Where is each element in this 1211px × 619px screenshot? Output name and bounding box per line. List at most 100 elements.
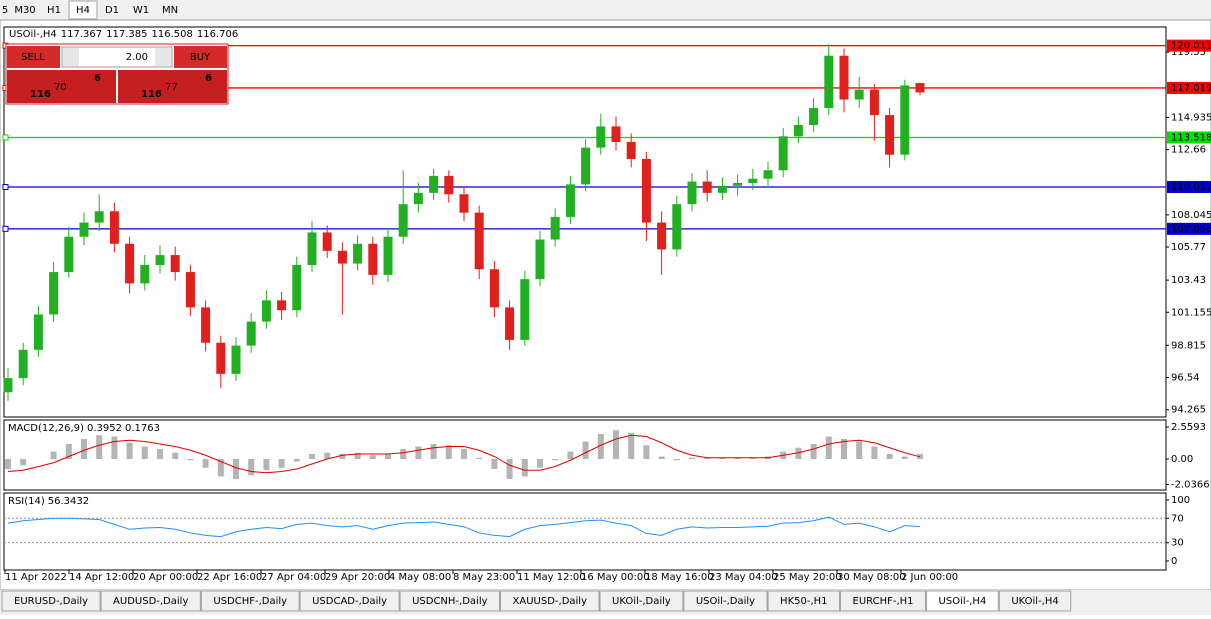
candle-body <box>885 115 895 155</box>
buy-price-box[interactable] <box>118 70 227 103</box>
level-tag <box>1167 180 1211 193</box>
candle-body <box>459 194 469 213</box>
candle-body <box>763 170 773 179</box>
candle-body <box>611 126 621 142</box>
macd-bar <box>233 459 239 479</box>
macd-bar <box>825 436 832 459</box>
candle-body <box>109 211 119 244</box>
tab[interactable] <box>500 590 600 612</box>
macd-bar <box>202 459 209 468</box>
macd-bar <box>491 459 498 469</box>
macd-value: 0.3952 <box>87 423 122 434</box>
timeframe-button[interactable]: M30 <box>14 5 35 16</box>
tab-label[interactable]: USDCAD-,Daily <box>312 596 387 607</box>
tab-label[interactable]: HK50-,H1 <box>780 596 827 607</box>
candle-body <box>489 269 499 308</box>
y-tick-label: 70 <box>1171 513 1184 524</box>
macd-bar <box>5 459 11 469</box>
macd-bar <box>445 445 452 459</box>
sell-label[interactable]: SELL <box>21 52 45 63</box>
tab[interactable] <box>683 590 768 612</box>
macd-bar <box>385 454 391 459</box>
candle-body <box>839 55 849 100</box>
tab[interactable] <box>299 590 400 612</box>
lot-down[interactable] <box>63 48 79 66</box>
tab-label[interactable]: USOil-,H4 <box>939 596 987 607</box>
timeframe-button[interactable]: H1 <box>47 5 61 16</box>
candle-body <box>550 216 560 240</box>
tab-label[interactable]: AUDUSD-,Daily <box>113 596 188 607</box>
tab-label[interactable]: EURUSD-,Daily <box>14 596 88 607</box>
candle-body <box>672 204 682 250</box>
y-tick-label: 0 <box>1171 556 1177 567</box>
rsi-line <box>7 516 921 538</box>
macd-bar <box>643 445 650 459</box>
candle-body <box>748 178 758 183</box>
timeframe-button[interactable]: MN <box>162 5 178 16</box>
x-tick-label: 27 Apr 04:00 <box>261 572 326 583</box>
rsi-name: RSI(14) <box>8 496 45 507</box>
tab-active[interactable] <box>926 590 999 612</box>
tab[interactable] <box>1 590 101 612</box>
buy-label[interactable]: BUY <box>190 52 211 63</box>
macd-bar <box>871 446 878 459</box>
candle-body <box>322 232 332 251</box>
macd-bar <box>339 454 346 459</box>
tab[interactable] <box>599 590 684 612</box>
timeframe-button[interactable]: 5 <box>2 5 8 16</box>
candle-body <box>261 300 271 322</box>
x-tick-label: 25 May 20:00 <box>773 572 842 583</box>
candle-body <box>687 181 697 205</box>
y-tick-label: 103.43 <box>1171 275 1206 286</box>
timeframe-button[interactable]: D1 <box>105 5 119 16</box>
tab[interactable] <box>200 590 300 612</box>
candle-body <box>292 264 302 311</box>
macd-bar <box>248 459 255 476</box>
candle-body <box>900 85 910 155</box>
macd-bar <box>658 456 665 459</box>
macd-bar <box>810 444 817 459</box>
tab[interactable] <box>767 590 841 612</box>
tab-label[interactable]: USOil-,Daily <box>696 596 755 607</box>
candle-body <box>277 300 287 311</box>
macd-signal-value: 0.1763 <box>125 423 160 434</box>
macd-bar <box>96 435 103 459</box>
macd-pane <box>3 419 1167 491</box>
candle-body <box>368 243 378 275</box>
tab-label[interactable]: XAUUSD-,Daily <box>513 596 588 607</box>
sell-button[interactable] <box>7 46 60 68</box>
tab-label[interactable]: UKOil-,H4 <box>1011 596 1058 607</box>
y-tick-label: 96.54 <box>1171 373 1200 384</box>
tab[interactable] <box>998 590 1072 612</box>
macd-bar <box>20 459 27 466</box>
tab-label[interactable]: USDCNH-,Daily <box>412 596 488 607</box>
main-pane <box>3 26 1167 418</box>
macd-bar <box>324 452 331 459</box>
candle-body <box>581 147 591 185</box>
timeframe-button[interactable]: W1 <box>133 5 149 16</box>
timeframe-button[interactable]: H4 <box>76 5 90 16</box>
lot-up[interactable] <box>155 48 171 66</box>
tab-label[interactable]: USDCHF-,Daily <box>213 596 287 607</box>
lot-value[interactable]: 2.00 <box>126 52 148 63</box>
candle-body <box>505 307 515 340</box>
tab-label[interactable]: UKOil-,Daily <box>612 596 671 607</box>
candle-body <box>94 211 104 223</box>
x-tick-label: 22 Apr 16:00 <box>197 572 262 583</box>
tab[interactable] <box>399 590 501 612</box>
sell-price-box[interactable] <box>7 70 116 103</box>
y-tick-label: 0.00 <box>1171 454 1193 465</box>
level-label: 110.017 <box>1171 182 1211 193</box>
tab[interactable] <box>840 590 927 612</box>
macd-bar <box>552 459 559 461</box>
macd-bar <box>704 457 711 459</box>
y-tick-label: 108.045 <box>1171 210 1211 221</box>
candle-body <box>824 55 834 109</box>
tab-label[interactable]: EURCHF-,H1 <box>853 596 914 607</box>
buy-button[interactable] <box>174 46 227 68</box>
tab[interactable] <box>100 590 201 612</box>
level-tag <box>1167 39 1211 52</box>
macd-bar <box>856 441 863 459</box>
lot-input[interactable] <box>61 46 173 68</box>
